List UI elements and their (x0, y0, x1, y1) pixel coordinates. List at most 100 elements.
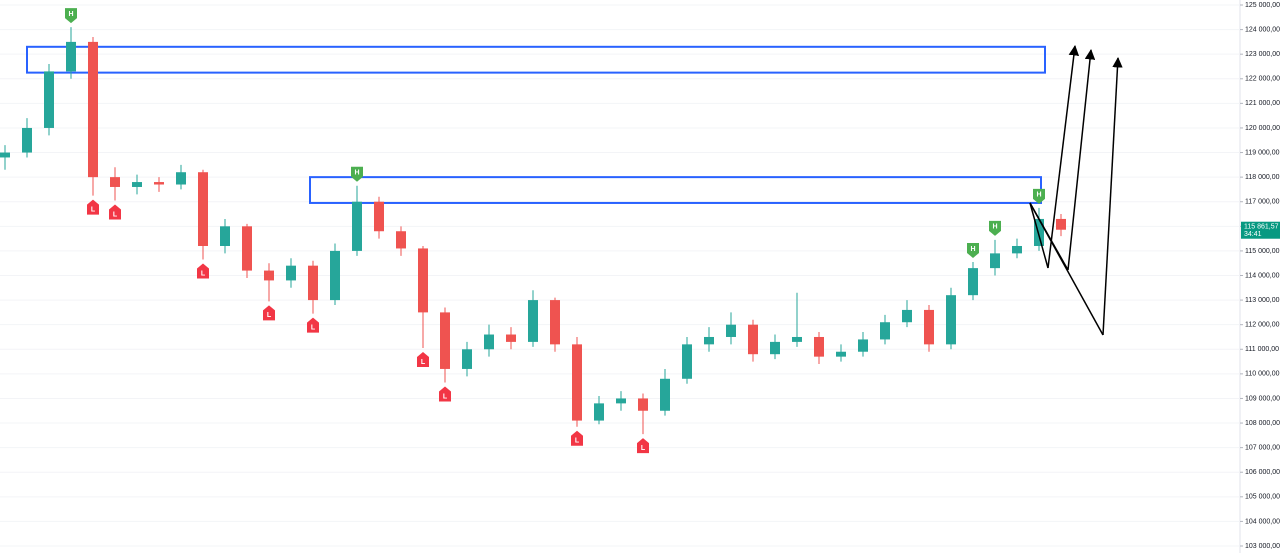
pivot-label: L (113, 211, 118, 218)
candle-body (616, 398, 626, 404)
y-tick-label: 110 000,00 (1245, 371, 1280, 378)
price-tag-timer: 34:41 (1244, 231, 1262, 238)
pivot-marker (65, 8, 77, 24)
pivot-marker (989, 220, 1001, 236)
pivot-marker (197, 263, 209, 279)
candle-body (836, 351, 846, 357)
candle-body (704, 336, 714, 345)
pivot-marker (571, 430, 583, 446)
candle-body (396, 231, 406, 249)
pivot-label: H (68, 11, 73, 18)
candle-body (880, 322, 890, 340)
y-tick-label: 106 000,00 (1245, 469, 1280, 476)
candle-body (1056, 218, 1066, 230)
y-tick-label: 119 000,00 (1245, 149, 1280, 156)
projection-arrows (1029, 44, 1123, 336)
price-axis: 125 000,00 124 000,00 123 000,00 122 000,00… (1240, 2, 1280, 550)
candle-body (550, 300, 560, 345)
pivot-label: H (354, 170, 359, 177)
pivot-label: H (992, 224, 997, 231)
pivot-marker (1033, 188, 1045, 204)
candle-body (176, 172, 186, 185)
candle-body (968, 268, 978, 296)
candle-body (110, 177, 120, 187)
y-tick-label: 103 000,00 (1245, 543, 1280, 550)
y-tick-label: 104 000,00 (1245, 518, 1280, 525)
pivot-label: H (970, 246, 975, 253)
pivot-label: L (91, 206, 96, 213)
candle-body (374, 201, 384, 232)
y-tick-label: 121 000,00 (1245, 100, 1280, 107)
price-tag (1241, 221, 1280, 239)
zone (26, 45, 1046, 74)
candle-body (198, 172, 208, 246)
y-tick-label: 122 000,00 (1245, 76, 1280, 83)
arrow (1102, 56, 1123, 336)
price-tag-label: 115 861,57 (1244, 224, 1279, 231)
candle-body (792, 336, 802, 342)
candle-body (814, 336, 824, 357)
candle-body (88, 41, 98, 178)
pivot-marker (307, 317, 319, 333)
pivot-marker (263, 305, 275, 321)
candle-body (0, 152, 10, 158)
candle-body (242, 226, 252, 271)
candle-body (154, 182, 164, 185)
candle-body (462, 349, 472, 369)
y-tick-label: 105 000,00 (1245, 494, 1280, 501)
candle-body (572, 344, 582, 421)
y-tick-label: 124 000,00 (1245, 26, 1280, 33)
pivot-marker (87, 199, 99, 215)
y-tick-label: 115 000,00 (1245, 248, 1280, 255)
arrow (1029, 202, 1104, 336)
pivot-marker (109, 204, 121, 220)
y-tick-label: 112 000,00 (1245, 322, 1280, 329)
candle-body (638, 398, 648, 411)
y-tick-label: 109 000,00 (1245, 395, 1280, 402)
pivot-marker (417, 352, 429, 368)
pivot-label: L (575, 438, 580, 445)
candle-body (352, 201, 362, 251)
y-tick-label: 118 000,00 (1245, 174, 1280, 181)
candle-body (286, 265, 296, 281)
candle-body (726, 324, 736, 337)
candle-body (858, 339, 868, 352)
pivot-marker (637, 438, 649, 454)
candle-body (1012, 245, 1022, 254)
arrow (1067, 48, 1096, 271)
candle-body (682, 344, 692, 379)
y-tick-label: 123 000,00 (1245, 51, 1280, 58)
pivot-label: H (1036, 192, 1041, 199)
candle-body (440, 312, 450, 369)
y-tick-label: 108 000,00 (1245, 420, 1280, 427)
y-tick-label: 113 000,00 (1245, 297, 1280, 304)
pivot-label: L (421, 359, 426, 366)
candle-body (660, 378, 670, 411)
y-tick-label: 107 000,00 (1245, 444, 1280, 451)
pivot-label: L (201, 270, 206, 277)
pivot-marker (351, 166, 363, 182)
candle-body (924, 309, 934, 345)
arrow (1047, 44, 1080, 269)
candle-body (484, 334, 494, 350)
y-tick-label: 114 000,00 (1245, 272, 1280, 279)
candle-body (330, 250, 340, 301)
y-tick-label: 111 000,00 (1245, 346, 1279, 353)
candle-body (594, 403, 604, 421)
pivot-marker (439, 386, 451, 402)
pivot-label: L (267, 312, 272, 319)
candle-body (902, 309, 912, 323)
pivot-marker (967, 242, 979, 258)
y-tick-label: 117 000,00 (1245, 199, 1280, 206)
candle-body (418, 248, 428, 313)
candle-body (22, 127, 32, 153)
candle-body (946, 295, 956, 345)
candle-body (528, 300, 538, 342)
candle-body (220, 226, 230, 246)
pivot-label: L (443, 393, 448, 400)
y-tick-label: 125 000,00 (1245, 2, 1280, 9)
candle-body (66, 41, 76, 72)
pivot-label: L (311, 324, 316, 331)
